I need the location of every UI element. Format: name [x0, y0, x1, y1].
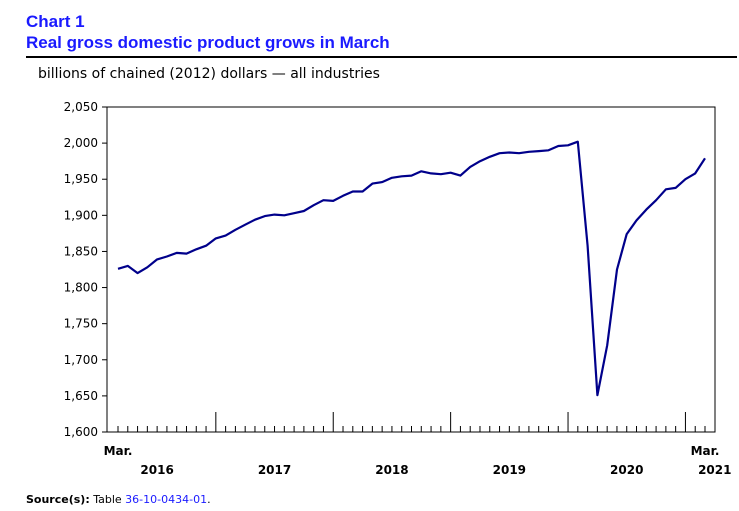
x-year-label: 2016 — [140, 463, 173, 477]
x-end-month-label: Mar. — [691, 444, 720, 458]
source-label: Source(s): — [26, 493, 90, 506]
line-chart: 1,600 1,650 1,700 1,750 1,800 1,850 1,900 1,950… — [64, 100, 732, 477]
y-tick-label: 2,000 — [64, 136, 98, 150]
y-tick-label: 2,050 — [64, 100, 98, 114]
x-start-month-label: Mar. — [104, 444, 133, 458]
source-prefix: Table — [93, 493, 122, 506]
x-year-label: 2019 — [493, 463, 526, 477]
x-year-label: 2017 — [258, 463, 291, 477]
y-tick-label: 1,900 — [64, 208, 98, 222]
y-tick-label: 1,950 — [64, 172, 98, 186]
plot-frame — [106, 106, 716, 433]
x-axis: Mar. Mar. 2016 2017 2018 2019 2020 2021 — [104, 412, 731, 477]
x-year-label: 2021 — [698, 463, 731, 477]
title-rule — [26, 56, 737, 58]
x-year-label: 2018 — [375, 463, 408, 477]
y-axis: 1,600 1,650 1,700 1,750 1,800 1,850 1,900 1,950… — [64, 100, 107, 439]
x-year-label: 2020 — [610, 463, 643, 477]
series-line-gdp — [117, 140, 706, 397]
y-tick-label: 1,750 — [64, 317, 98, 331]
chart-title: Real gross domestic product grows in Mar… — [26, 33, 390, 52]
chart-number: Chart 1 — [26, 12, 85, 31]
y-tick-label: 1,600 — [64, 425, 98, 439]
source-suffix: . — [207, 493, 211, 506]
y-tick-label: 1,700 — [64, 353, 98, 367]
y-tick-label: 1,800 — [64, 281, 98, 295]
source-note: Source(s): Table 36-10-0434-01. — [26, 493, 211, 506]
y-tick-label: 1,850 — [64, 244, 98, 258]
y-tick-label: 1,650 — [64, 389, 98, 403]
source-table-link[interactable]: 36-10-0434-01 — [125, 493, 208, 506]
y-axis-label: billions of chained (2012) dollars — all… — [38, 66, 380, 82]
